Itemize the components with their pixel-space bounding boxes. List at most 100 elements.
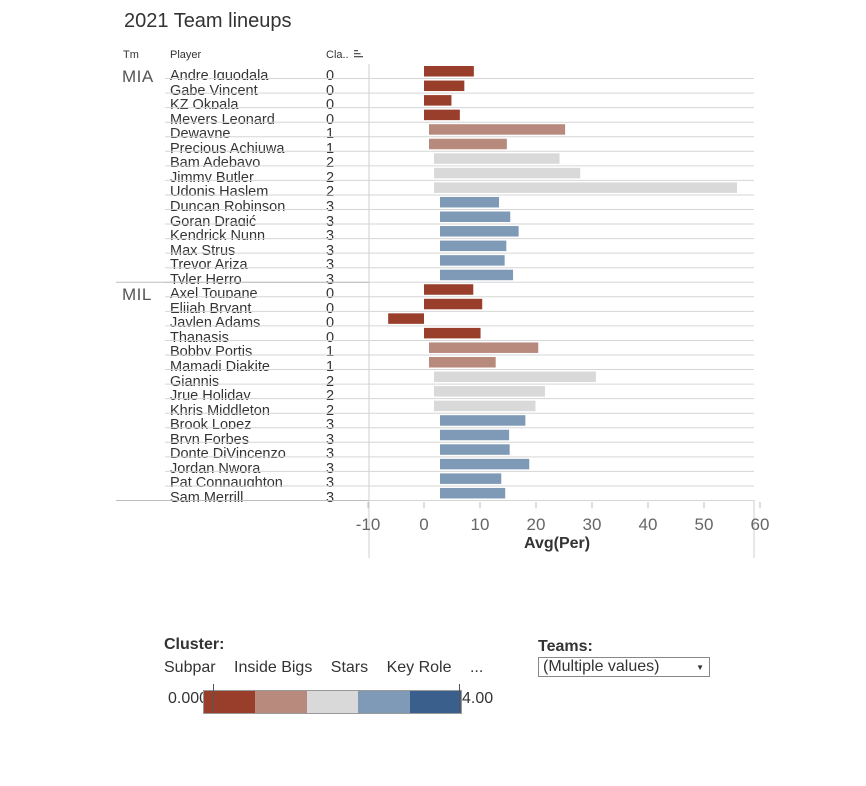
legend-swatch-3[interactable] [358, 691, 410, 713]
legend-swatch-1[interactable] [255, 691, 307, 713]
cluster-label: 3 [326, 417, 335, 430]
player-label[interactable]: Kendrick Nunn [170, 228, 266, 241]
player-label[interactable]: Giannis [170, 373, 220, 386]
cluster-label: 1 [326, 344, 335, 357]
legend-swatch-0[interactable] [204, 691, 256, 713]
cluster-label: 3 [326, 242, 335, 255]
bar[interactable] [388, 313, 424, 324]
cluster-label: 0 [326, 82, 335, 95]
legend-title: Cluster: [164, 636, 225, 653]
player-label[interactable]: Bryn Forbes [170, 431, 249, 444]
bar[interactable] [440, 473, 502, 484]
cluster-label: 1 [326, 126, 335, 139]
cluster-label: 0 [326, 97, 335, 110]
column-header-player[interactable]: Player [170, 49, 202, 61]
bar[interactable] [424, 298, 483, 310]
bar[interactable] [434, 371, 596, 383]
sort-descending-icon[interactable] [354, 50, 364, 59]
x-tick-label: 20 [527, 515, 546, 534]
bar[interactable] [440, 255, 505, 266]
bar[interactable] [434, 153, 560, 164]
bar[interactable] [440, 226, 519, 237]
player-label[interactable]: KZ Okpala [170, 97, 239, 110]
player-label[interactable]: Max Strus [170, 242, 236, 255]
player-label[interactable]: Duncan Robinson [170, 198, 286, 211]
bar[interactable] [429, 357, 496, 368]
bar[interactable] [440, 444, 510, 455]
player-label[interactable]: Jordan Nwora [170, 460, 261, 473]
x-tick-label: 40 [639, 515, 658, 534]
player-label[interactable]: Meyers Leonard [170, 111, 275, 124]
legend-label-inside-bigs: Inside Bigs [234, 659, 313, 676]
cluster-label: 0 [326, 111, 335, 124]
legend-label-subpar: Subpar [164, 659, 216, 676]
bar[interactable] [424, 80, 465, 92]
legend-min-tick [213, 684, 214, 712]
x-tick-label: 10 [471, 515, 490, 534]
bar[interactable] [424, 109, 460, 121]
player-label[interactable]: Andre Iguodala [170, 68, 269, 80]
bar[interactable] [429, 342, 539, 353]
player-label[interactable]: Elijah Bryant [170, 300, 252, 313]
player-label[interactable]: Sam Merrill [170, 489, 244, 502]
player-label[interactable]: Thanasis [170, 329, 229, 342]
player-label[interactable]: Donte DiVincenzo [170, 446, 286, 459]
cluster-label: 2 [326, 184, 335, 197]
bar[interactable] [424, 327, 481, 339]
legend-label-key-role: Key Role [386, 659, 452, 676]
bar[interactable] [434, 386, 545, 397]
player-label[interactable]: Gabe Vincent [170, 82, 258, 95]
cluster-label: 3 [326, 271, 335, 284]
bar[interactable] [429, 138, 507, 150]
team-label-mil: MIL [122, 285, 152, 305]
bar[interactable] [440, 415, 526, 426]
dropdown-arrow-icon[interactable]: ▼ [696, 663, 704, 672]
bar[interactable] [429, 124, 566, 135]
player-label[interactable]: Trevor Ariza [170, 257, 248, 270]
player-label[interactable]: Axel Toupane [170, 286, 258, 299]
player-label[interactable]: Tyler Herro [170, 271, 242, 284]
bar[interactable] [424, 66, 474, 77]
bar[interactable] [424, 95, 452, 106]
player-label[interactable]: Bam Adebayo [170, 155, 261, 168]
bar[interactable] [424, 284, 474, 295]
bar[interactable] [440, 211, 511, 223]
x-tick-label: 50 [695, 515, 714, 534]
legend-swatch-2[interactable] [306, 691, 359, 713]
bar[interactable] [440, 458, 530, 470]
player-label[interactable]: Precious Achiuwa [170, 140, 285, 153]
cluster-label: 3 [326, 460, 335, 473]
player-label[interactable]: Udonis Haslem [170, 184, 269, 197]
cluster-label: 2 [326, 155, 335, 168]
bar[interactable] [440, 240, 507, 252]
column-header-cluster[interactable]: Cla.. [326, 49, 349, 61]
x-tick-label: -10 [356, 515, 381, 534]
bar[interactable] [440, 269, 514, 281]
cluster-label: 0 [326, 68, 335, 80]
legend-swatch-4[interactable] [409, 691, 462, 713]
bar[interactable] [434, 167, 581, 179]
player-label[interactable]: Brook Lopez [170, 417, 252, 430]
bar[interactable] [440, 429, 510, 441]
bar[interactable] [434, 182, 738, 193]
bar[interactable] [440, 196, 500, 208]
player-label[interactable]: Jaylen Adams [170, 315, 261, 328]
cluster-label: 3 [326, 475, 335, 488]
x-tick-label: 30 [583, 515, 602, 534]
cluster-label: 2 [326, 402, 335, 415]
player-label[interactable]: Khris Middleton [170, 402, 270, 415]
player-label[interactable]: Jimmy Butler [170, 169, 254, 182]
player-label[interactable]: Dewayne [170, 126, 231, 139]
legend-color-ramp[interactable] [203, 690, 462, 714]
x-tick-label: 60 [751, 515, 770, 534]
player-label[interactable]: Mamadi Diakite [170, 359, 270, 371]
player-label[interactable]: Jrue Holiday [170, 388, 251, 401]
teams-filter-dropdown[interactable]: (Multiple values) ▼ [538, 657, 710, 677]
player-label[interactable]: Pat Connaughton [170, 475, 283, 488]
column-header-team[interactable]: Tm [123, 49, 139, 61]
player-label[interactable]: Goran Dragić [170, 213, 257, 226]
player-label[interactable]: Bobby Portis [170, 344, 253, 357]
bar[interactable] [440, 487, 506, 499]
bar[interactable] [434, 400, 536, 412]
